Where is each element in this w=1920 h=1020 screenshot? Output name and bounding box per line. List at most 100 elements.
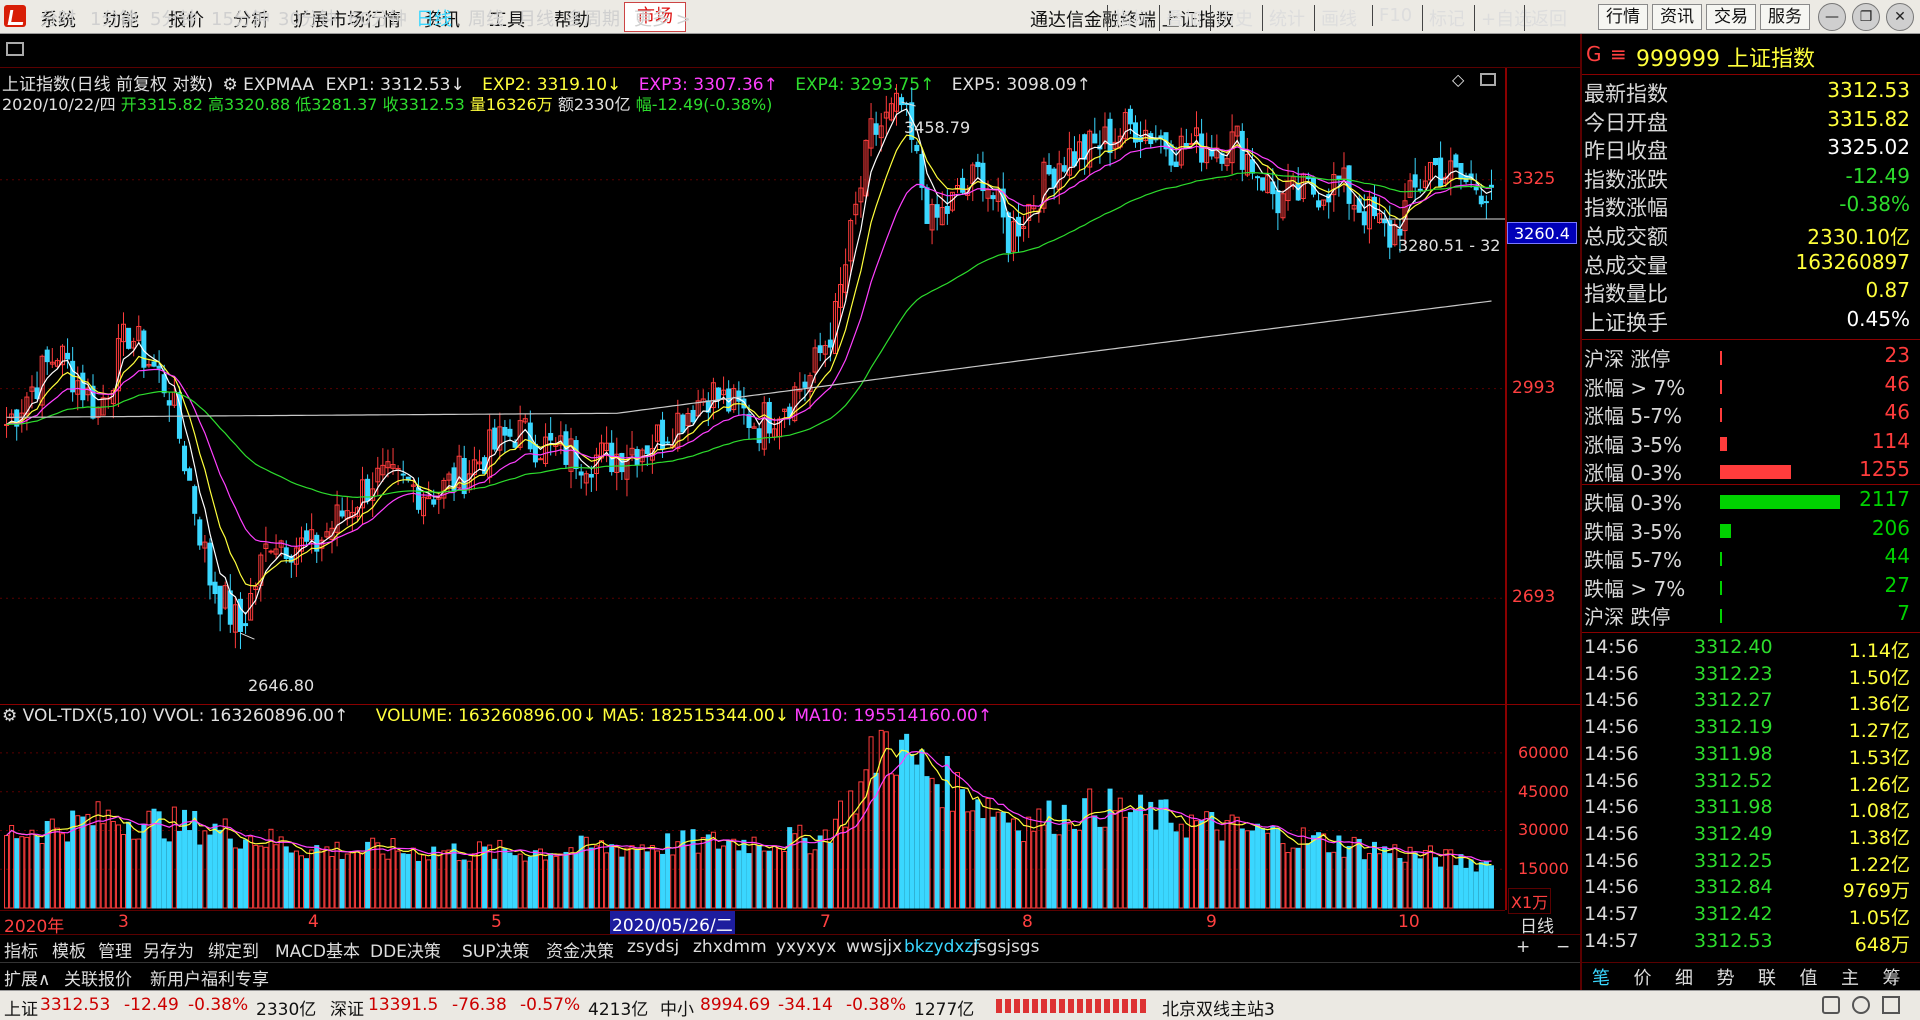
- sidebar-menu-icon[interactable]: ≡: [1610, 42, 1627, 66]
- sidebar-tab-4[interactable]: 联: [1758, 968, 1776, 989]
- tab-remove-button[interactable]: −: [1556, 937, 1571, 957]
- sh-amount: 2330亿: [256, 1000, 317, 1020]
- indicator-tab-4[interactable]: 绑定到: [208, 942, 259, 962]
- tab-add-button[interactable]: +: [1516, 937, 1531, 957]
- period-tab-5[interactable]: 60分钟: [348, 9, 407, 30]
- extension-tab-0[interactable]: 扩展∧: [4, 970, 51, 990]
- indicator-name[interactable]: EXPMAA: [243, 75, 315, 95]
- menu-item-4[interactable]: 扩展市场行情: [293, 10, 401, 31]
- chart-tool-7[interactable]: +自选: [1474, 5, 1538, 31]
- sz-name: 深证: [330, 1000, 364, 1020]
- breadth-label: 沪深 涨停: [1584, 347, 1671, 371]
- candle-body: [751, 426, 757, 429]
- calendar-icon[interactable]: [1822, 996, 1840, 1014]
- minimize-icon[interactable]: —: [1818, 3, 1846, 31]
- period-tab-9[interactable]: 多周期: [566, 9, 620, 30]
- candlestick-chart[interactable]: [0, 68, 1505, 704]
- extension-tab-2[interactable]: 新用户福利专享: [150, 970, 269, 990]
- menu-item-1[interactable]: 功能: [103, 10, 139, 31]
- sidebar-tab-3[interactable]: 势: [1716, 968, 1735, 989]
- restore-icon[interactable]: ❐: [1852, 3, 1880, 31]
- chart-tool-2[interactable]: 历史: [1210, 5, 1259, 31]
- chart-tool-4[interactable]: 画线: [1314, 5, 1363, 31]
- top-button-0[interactable]: 行情: [1598, 4, 1648, 30]
- period-tab-3[interactable]: 15分钟: [211, 9, 270, 30]
- volume-bar: [558, 853, 564, 909]
- diamond-icon[interactable]: ◇: [1452, 70, 1465, 89]
- indicator-tab-14[interactable]: jsgsjsgs: [973, 937, 1040, 957]
- sidebar-tab-6[interactable]: 主: [1841, 968, 1859, 989]
- chart-tool-3[interactable]: 统计: [1262, 5, 1311, 31]
- menu-item-3[interactable]: 分析: [233, 10, 269, 31]
- period-tab-6[interactable]: 日线: [416, 9, 452, 30]
- vol-gear-icon[interactable]: ⚙: [2, 706, 18, 726]
- volume-bar: [314, 845, 320, 909]
- chart-tool-6[interactable]: 标记: [1422, 5, 1471, 31]
- period-tab-8[interactable]: 月线: [518, 9, 554, 30]
- menu-item-2[interactable]: 报价: [168, 10, 204, 31]
- volume-bar: [268, 828, 274, 909]
- menu-market[interactable]: 市场: [624, 2, 686, 32]
- volume-chart[interactable]: [0, 728, 1505, 910]
- period-tab-4[interactable]: 30分钟: [278, 9, 337, 30]
- volume-bar: [1326, 852, 1332, 909]
- security-code-name[interactable]: 999999 上证指数: [1636, 47, 1815, 72]
- volume-bar: [700, 837, 706, 909]
- period-tab-7[interactable]: 周线: [468, 9, 504, 30]
- settings-gear-icon[interactable]: ⚙: [222, 75, 238, 95]
- indicator-tab-1[interactable]: 模板: [52, 942, 86, 962]
- candle-body: [939, 206, 945, 226]
- chart-period-label[interactable]: 日线: [1520, 917, 1554, 937]
- chart-tool-1[interactable]: 叠加: [1159, 5, 1208, 31]
- sidebar-tab-1[interactable]: 价: [1633, 968, 1652, 989]
- chart-tool-5[interactable]: F10: [1372, 5, 1418, 26]
- chart-menu-icon[interactable]: [6, 42, 24, 56]
- sidebar-tab-7[interactable]: 筹: [1882, 968, 1901, 989]
- period-tab-2[interactable]: 5分钟: [150, 9, 198, 30]
- window-toggle-icon[interactable]: [1480, 73, 1496, 86]
- volume-bar: [375, 842, 381, 909]
- indicator-tab-2[interactable]: 管理: [98, 942, 132, 962]
- indicator-tab-9[interactable]: zsydsj: [627, 937, 680, 957]
- server-name[interactable]: 北京双线主站3: [1162, 1000, 1275, 1020]
- indicator-tab-11[interactable]: yxyxyx: [776, 937, 837, 957]
- period-tab-0[interactable]: 分时: [40, 9, 76, 30]
- top-button-1[interactable]: 资讯: [1652, 4, 1702, 30]
- period-tab-1[interactable]: 1分钟: [90, 9, 138, 30]
- volume-bar: [990, 816, 996, 909]
- menu-item-7[interactable]: 帮助: [554, 10, 590, 31]
- tick-volume: 1.50亿: [1848, 666, 1910, 689]
- lock-icon[interactable]: [1852, 996, 1870, 1014]
- indicator-tab-13[interactable]: bkzydxzf: [904, 937, 980, 957]
- indicator-tab-12[interactable]: wwsjjx: [846, 937, 903, 957]
- volume-bar: [807, 853, 813, 909]
- indicator-tab-8[interactable]: 资金决策: [546, 942, 614, 962]
- close-icon[interactable]: ✕: [1886, 3, 1914, 31]
- indicator-tab-3[interactable]: 另存为: [143, 942, 194, 962]
- sidebar-tab-0[interactable]: 笔: [1592, 968, 1610, 989]
- chart-tool-8[interactable]: 返回: [1524, 5, 1573, 31]
- menu-item-5[interactable]: 资讯: [424, 10, 460, 31]
- top-button-2[interactable]: 交易: [1706, 4, 1756, 30]
- indicator-tab-6[interactable]: DDE决策: [370, 942, 441, 962]
- menu-item-0[interactable]: 系统: [40, 10, 76, 31]
- top-button-3[interactable]: 服务: [1760, 4, 1810, 30]
- sidebar-g-label[interactable]: G: [1586, 42, 1602, 66]
- volume-bar: [141, 823, 147, 909]
- sidebar-tab-5[interactable]: 值: [1799, 968, 1818, 989]
- menu-item-6[interactable]: 工具: [489, 10, 525, 31]
- indicator-tab-10[interactable]: zhxdmm: [693, 937, 767, 957]
- period-tab-10[interactable]: 更多 >: [634, 9, 691, 30]
- chart-tool-0[interactable]: 指标: [1107, 5, 1156, 31]
- indicator-tab-0[interactable]: 指标: [4, 942, 38, 962]
- status-bar: 上证 3312.53 -12.49 -0.38% 2330亿 深证 13391.…: [0, 990, 1920, 1020]
- indicator-tab-7[interactable]: SUP决策: [462, 942, 530, 962]
- volume-bar: [309, 849, 315, 909]
- sidebar-tab-2[interactable]: 细: [1675, 968, 1693, 989]
- message-icon[interactable]: [1882, 996, 1900, 1014]
- quote-value: 163260897: [1795, 249, 1910, 274]
- candle-body: [1051, 168, 1057, 188]
- indicator-tab-5[interactable]: MACD基本: [275, 942, 360, 962]
- extension-tab-1[interactable]: 关联报价: [64, 970, 132, 990]
- vol-indicator-name[interactable]: VOL-TDX(5,10): [22, 706, 148, 726]
